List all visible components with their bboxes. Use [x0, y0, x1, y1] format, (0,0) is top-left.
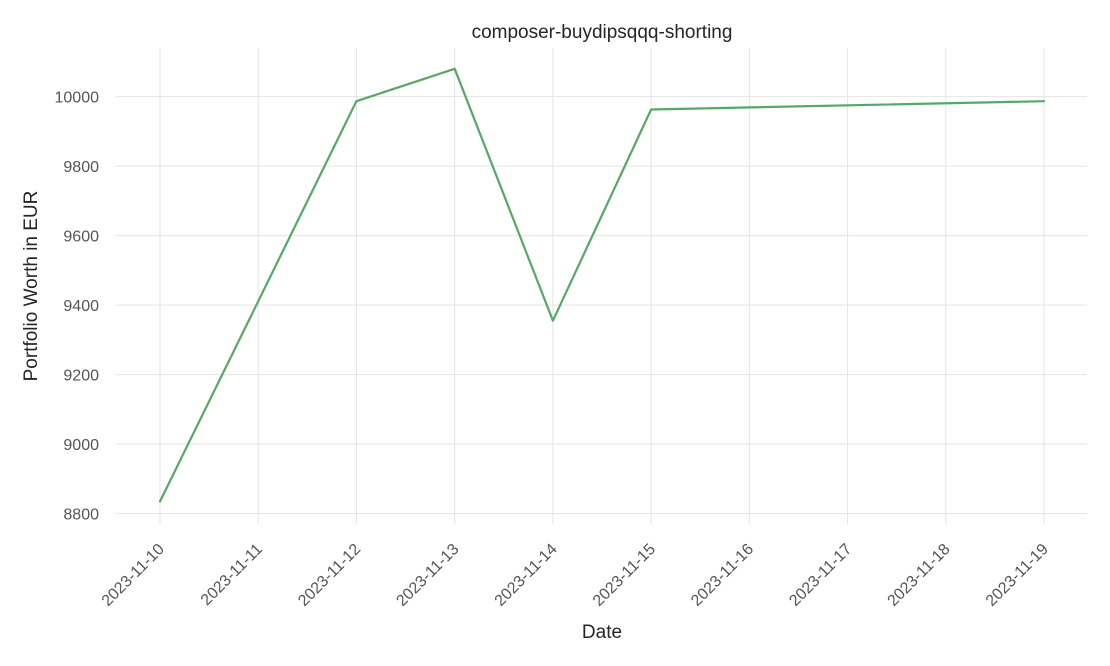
x-tick-label: 2023-11-16: [688, 541, 757, 610]
x-tick-label: 2023-11-14: [492, 541, 561, 610]
x-axis-label: Date: [582, 622, 622, 643]
y-axis-ticks: 8800 9000 9200 9400 9600 9800 10000: [55, 90, 100, 524]
x-tick-label: 2023-11-12: [295, 541, 364, 610]
y-tick-label: 9400: [63, 298, 99, 315]
x-tick-label: 2023-11-17: [786, 541, 855, 610]
y-tick-label: 10000: [55, 90, 100, 107]
y-tick-label: 9200: [63, 368, 99, 385]
x-axis-ticks: 2023-11-10 2023-11-11 2023-11-12 2023-11-13…: [99, 541, 1052, 610]
y-tick-label: 8800: [63, 507, 99, 524]
x-tick-label: 2023-11-11: [198, 541, 266, 609]
chart-title: composer-buydipsqqq-shorting: [472, 22, 733, 43]
x-tick-label: 2023-11-13: [393, 541, 462, 610]
x-tick-label: 2023-11-10: [99, 541, 168, 610]
x-tick-label: 2023-11-15: [590, 541, 659, 610]
x-tick-label: 2023-11-18: [885, 541, 954, 610]
series-layer: [158, 67, 1046, 503]
y-tick-label: 9600: [63, 229, 99, 246]
y-tick-label: 9800: [63, 159, 99, 176]
y-axis-label: Portfolio Worth in EUR: [21, 191, 42, 382]
x-tick-label: 2023-11-19: [983, 541, 1052, 610]
series-line: [158, 67, 1046, 503]
y-tick-label: 9000: [63, 437, 99, 454]
grid: [115, 48, 1087, 524]
